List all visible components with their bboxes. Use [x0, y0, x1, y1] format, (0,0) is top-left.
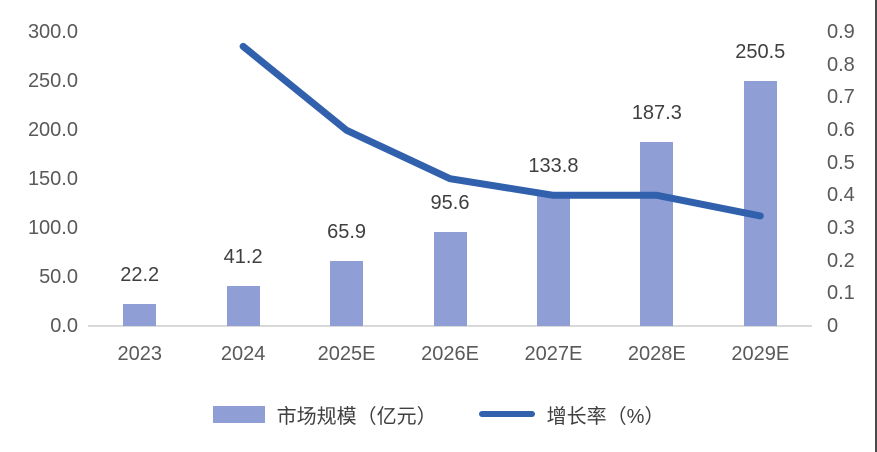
bar-value-label: 133.8	[528, 154, 579, 177]
bar-value-label: 41.2	[223, 245, 263, 268]
legend-label-market-size: 市场规模（亿元）	[276, 405, 437, 428]
bar-value-label: 22.2	[120, 264, 160, 287]
left-axis-tick-label: 300.0	[27, 21, 78, 43]
legend-label-growth-rate: 增长率（%）	[546, 405, 665, 428]
bar-2026E	[433, 232, 467, 326]
bar-series-swatch	[212, 405, 265, 423]
right-axis-tick-label: 0.1	[827, 282, 855, 305]
left-axis-tick-label: 200.0	[27, 119, 78, 141]
right-axis-tick-label: 0.4	[827, 184, 855, 207]
x-axis-label-2025E: 2025E	[317, 343, 376, 365]
legend-item-market-size: 市场规模（亿元）	[212, 400, 437, 429]
left-axis-tick-label: 0.0	[50, 315, 78, 337]
growth-rate-polyline	[239, 42, 764, 220]
right-axis-tick-label: 0.3	[827, 217, 855, 239]
bar-2024	[226, 285, 260, 326]
x-axis-line	[88, 325, 812, 327]
bar-value-label: 65.9	[327, 221, 367, 244]
x-axis-label-2024: 2024	[220, 343, 266, 365]
left-axis-tick-label: 250.0	[27, 70, 78, 92]
image-right-border	[875, 0, 877, 452]
bar-2029E	[743, 80, 777, 326]
bar-value-label: 95.6	[430, 192, 470, 215]
x-axis-label-2026E: 2026E	[421, 343, 479, 365]
x-axis-label-2029E: 2029E	[731, 343, 790, 365]
right-axis-tick-label: 0.9	[827, 21, 855, 43]
right-axis-tick-label: 0.8	[827, 53, 855, 76]
bar-2023	[123, 304, 157, 326]
line-series-swatch	[478, 411, 535, 417]
x-axis-label-2028E: 2028E	[627, 343, 686, 365]
legend: 市场规模（亿元） 增长率（%）	[0, 398, 877, 430]
bar-2027E	[536, 194, 570, 326]
legend-item-growth-rate: 增长率（%）	[478, 400, 665, 429]
bar-2028E	[640, 142, 674, 326]
bar-2025E	[330, 261, 364, 326]
x-axis-label-2023: 2023	[117, 343, 162, 365]
bar-value-label: 187.3	[631, 102, 682, 125]
right-axis-tick-label: 0.5	[827, 151, 855, 174]
left-axis-tick-label: 100.0	[27, 217, 78, 239]
left-axis-tick-label: 150.0	[27, 168, 78, 190]
right-axis-tick-label: 0.7	[827, 86, 855, 109]
right-axis-tick-label: 0.6	[827, 119, 855, 141]
bar-value-label: 250.5	[735, 40, 786, 63]
right-axis-tick-label: 0	[827, 315, 839, 337]
x-axis-label-2027E: 2027E	[524, 343, 583, 365]
left-axis-tick-label: 50.0	[39, 266, 78, 288]
right-axis-tick-label: 0.2	[827, 249, 855, 272]
